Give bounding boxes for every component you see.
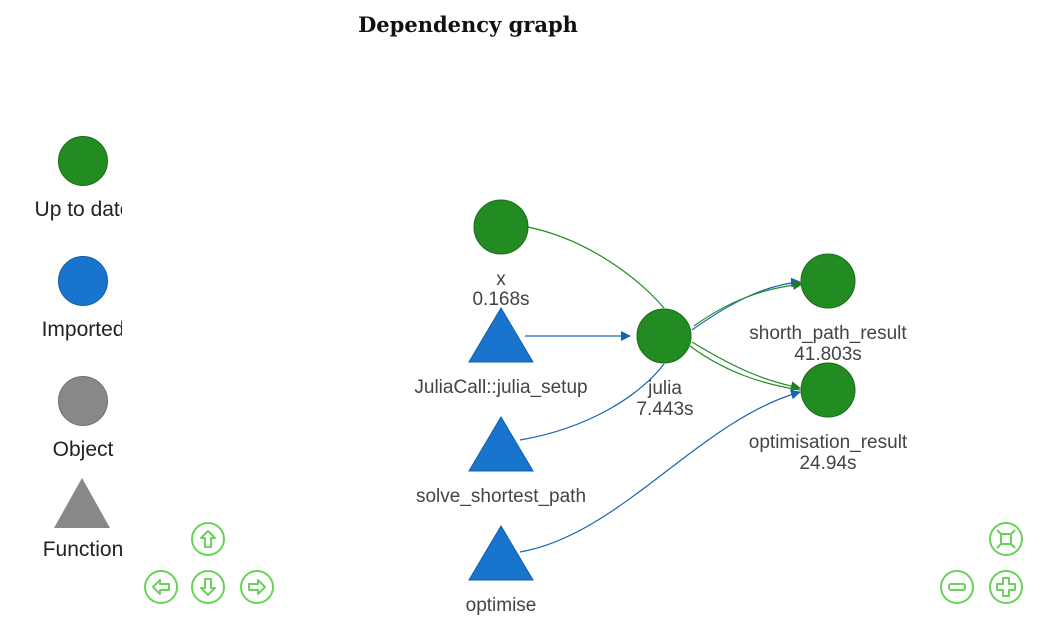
node-label: JuliaCall::julia_setup — [414, 377, 587, 398]
node-label: optimisation_result — [749, 432, 908, 453]
zoom-fit-button[interactable] — [989, 522, 1023, 556]
pan-right-button[interactable] — [240, 570, 274, 604]
legend-circle-icon — [58, 136, 108, 186]
legend-item-function: Function — [0, 478, 122, 578]
node-time: 7.443s — [636, 399, 693, 420]
legend-item-imported: Imported — [0, 238, 122, 341]
pan-down-button[interactable] — [191, 570, 225, 604]
zoom-out-button[interactable] — [940, 570, 974, 604]
legend-label: Object — [52, 438, 114, 461]
edge-julia-optimisation-2 — [689, 345, 801, 391]
arrow-left-icon — [152, 579, 170, 595]
plus-icon — [996, 577, 1016, 597]
graph-title: Dependency graph — [358, 12, 578, 37]
arrow-down-icon — [200, 578, 216, 596]
fit-icon — [996, 529, 1016, 549]
node-label: solve_shortest_path — [416, 486, 586, 507]
arrow-up-icon — [200, 530, 216, 548]
zoom-in-button[interactable] — [989, 570, 1023, 604]
edge-x-julia — [527, 226, 665, 309]
node-label: x — [496, 269, 506, 290]
node-time: 0.168s — [472, 289, 529, 310]
node-time: 41.803s — [794, 344, 862, 365]
node-time: 24.94s — [799, 453, 856, 474]
node-julia[interactable]: julia 7.443s — [636, 308, 694, 420]
node-optimise[interactable]: optimise — [466, 525, 537, 616]
minus-icon — [948, 583, 966, 591]
legend-circle-icon — [58, 376, 108, 426]
legend-label: Function — [42, 538, 122, 561]
legend-triangle-icon — [54, 478, 110, 528]
legend-label: Up to date — [34, 198, 122, 221]
node-optimisation-result[interactable]: optimisation_result 24.94s — [749, 362, 908, 474]
arrow-right-icon — [248, 579, 266, 595]
edge-julia-shorth-2 — [693, 279, 803, 327]
node-label: julia — [647, 378, 682, 399]
node-label: optimise — [466, 595, 537, 616]
pan-left-button[interactable] — [144, 570, 178, 604]
legend: Up to date Imported Object Function — [0, 100, 122, 580]
edge-julia-optimisation — [691, 341, 801, 392]
node-label: shorth_path_result — [749, 323, 907, 344]
node-x[interactable]: x 0.168s — [472, 199, 530, 310]
legend-item-object: Object — [0, 358, 122, 461]
legend-item-up-to-date: Up to date — [0, 118, 122, 221]
node-julia-setup[interactable]: JuliaCall::julia_setup — [414, 307, 588, 398]
node-shorth-path-result[interactable]: shorth_path_result 41.803s — [749, 253, 907, 365]
edge-optimise-optimisation — [519, 389, 801, 553]
pan-up-button[interactable] — [191, 522, 225, 556]
legend-label: Imported — [41, 318, 122, 341]
legend-circle-icon — [58, 256, 108, 306]
node-solve-shortest-path[interactable]: solve_shortest_path — [416, 416, 586, 507]
edge-solve-julia — [519, 363, 665, 441]
